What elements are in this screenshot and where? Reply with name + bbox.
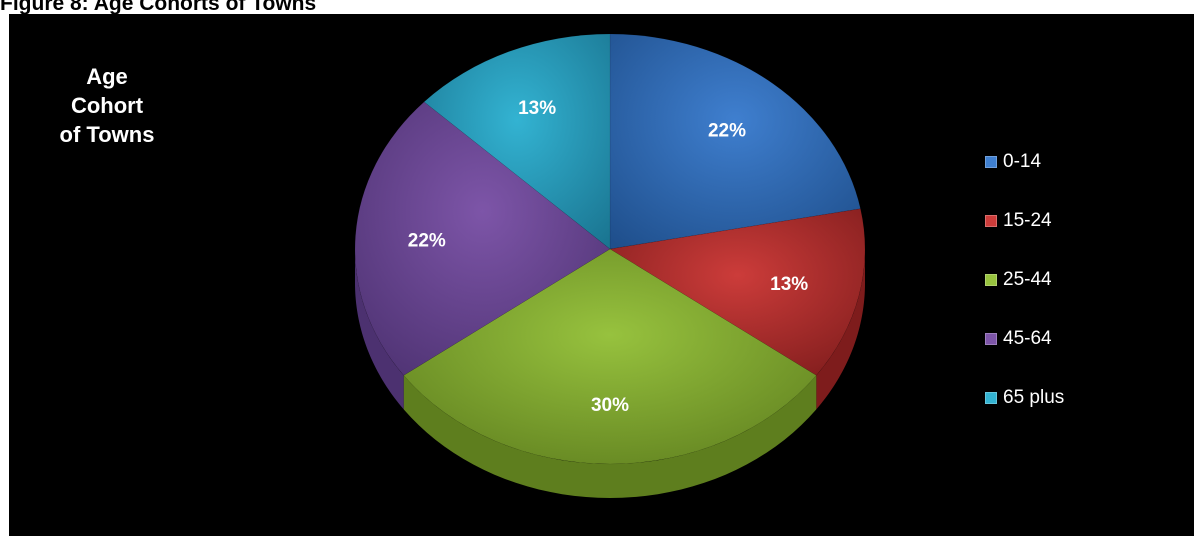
pie-slice-45-64 (354, 101, 611, 376)
legend-item-65-plus: 65 plus (985, 368, 1064, 427)
figure-caption: Figure 8: Age Cohorts of Towns (0, 0, 317, 15)
pie-slice-15-24 (609, 208, 866, 376)
data-label-45-64: 22% (408, 230, 446, 251)
chart-title-line-2: Cohort (70, 93, 144, 118)
legend-item-25-44: 25-44 (985, 250, 1064, 309)
pie-side-25-44 (403, 375, 817, 498)
data-label-15-24: 13% (770, 274, 808, 295)
legend-label: 45-64 (1003, 327, 1052, 349)
legend-label: 15-24 (1003, 209, 1052, 231)
legend-label: 0-14 (1003, 150, 1042, 172)
legend-swatch (985, 332, 997, 345)
legend-item-0-14: 0-14 (985, 132, 1064, 191)
legend-item-15-24: 15-24 (985, 191, 1064, 250)
legend-swatch (985, 391, 997, 404)
pie-side-45-64 (355, 249, 404, 410)
pie-slices (354, 33, 866, 465)
data-label-65-plus: 13% (518, 98, 556, 119)
pie-side-15-24 (816, 249, 865, 410)
pie-chart: 22% 13% 30% 22% 13% (354, 33, 866, 498)
chart-title: Age Cohort of Towns (47, 62, 167, 149)
legend-label: 25-44 (1003, 268, 1052, 290)
data-label-25-44: 30% (591, 395, 629, 416)
legend-swatch (985, 155, 997, 168)
pie-slice-0-14 (609, 33, 861, 250)
pie-data-labels: 22% 13% 30% 22% 13% (408, 98, 809, 416)
legend-label: 65 plus (1003, 386, 1065, 408)
legend-swatch (985, 214, 997, 227)
chart-panel: Age Cohort of Towns 22% 13% 30% 22% 13% 0-14… (9, 14, 1194, 536)
legend-item-45-64: 45-64 (985, 309, 1064, 368)
legend-swatch (985, 273, 997, 286)
pie-side-walls (355, 249, 865, 498)
legend: 0-14 15-24 25-44 45-64 65 plus (985, 132, 1064, 427)
chart-title-line-1: Age (86, 64, 128, 89)
pie-slice-25-44 (403, 248, 817, 465)
chart-title-line-3: of Towns (59, 122, 155, 147)
data-label-0-14: 22% (708, 121, 746, 142)
pie-slice-65-plus (423, 33, 611, 250)
